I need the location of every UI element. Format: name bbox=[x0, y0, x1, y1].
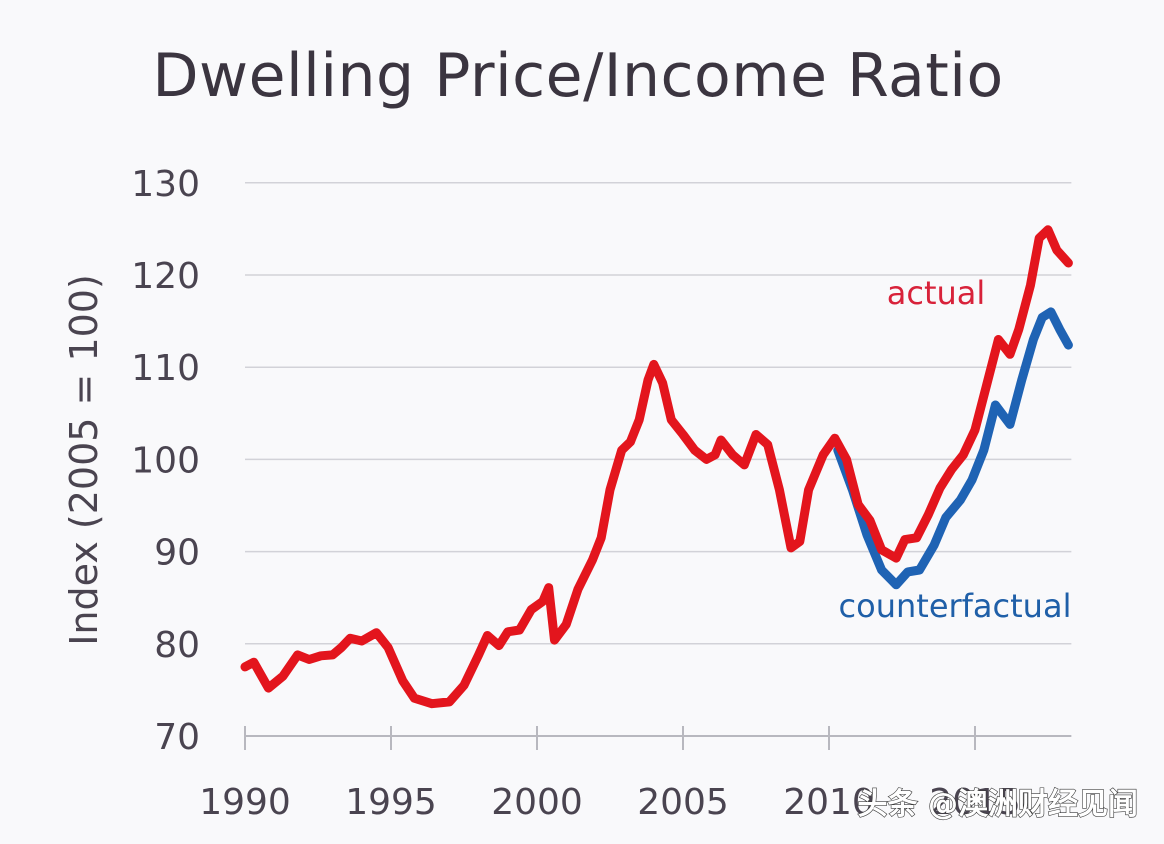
watermark: 头条 @澳洲财经见闻 bbox=[858, 787, 1138, 822]
y-tick-90: 90 bbox=[154, 533, 200, 574]
label-actual: actual bbox=[887, 274, 986, 312]
y-tick-100: 100 bbox=[131, 440, 200, 481]
x-tick-2005: 2005 bbox=[637, 782, 729, 823]
x-axis bbox=[244, 726, 1072, 750]
label-counterfactual: counterfactual bbox=[839, 587, 1072, 625]
x-tick-1995: 1995 bbox=[345, 782, 437, 823]
y-tick-120: 120 bbox=[131, 256, 200, 297]
x-tick-2010: 2010 bbox=[783, 782, 875, 823]
x-tick-2015: 2015 bbox=[929, 782, 1021, 823]
y-tick-70: 70 bbox=[154, 717, 200, 758]
x-tick-2000: 2000 bbox=[491, 782, 583, 823]
x-tick-labels: 1990 1995 2000 2005 2010 2015 bbox=[199, 782, 1021, 823]
chart-title: Dwelling Price/Income Ratio bbox=[152, 41, 1003, 111]
x-tick-1990: 1990 bbox=[199, 782, 291, 823]
gridlines bbox=[245, 182, 1072, 645]
y-tick-80: 80 bbox=[154, 625, 200, 666]
series-line-counterfactual bbox=[833, 307, 1073, 590]
y-tick-110: 110 bbox=[131, 348, 200, 389]
series-lines bbox=[240, 225, 1073, 709]
y-tick-130: 130 bbox=[131, 164, 200, 205]
y-axis-label: Index (2005 = 100) bbox=[62, 274, 106, 646]
y-tick-labels: 70 80 90 100 110 120 130 bbox=[131, 164, 200, 758]
series-line-actual bbox=[240, 225, 1073, 709]
